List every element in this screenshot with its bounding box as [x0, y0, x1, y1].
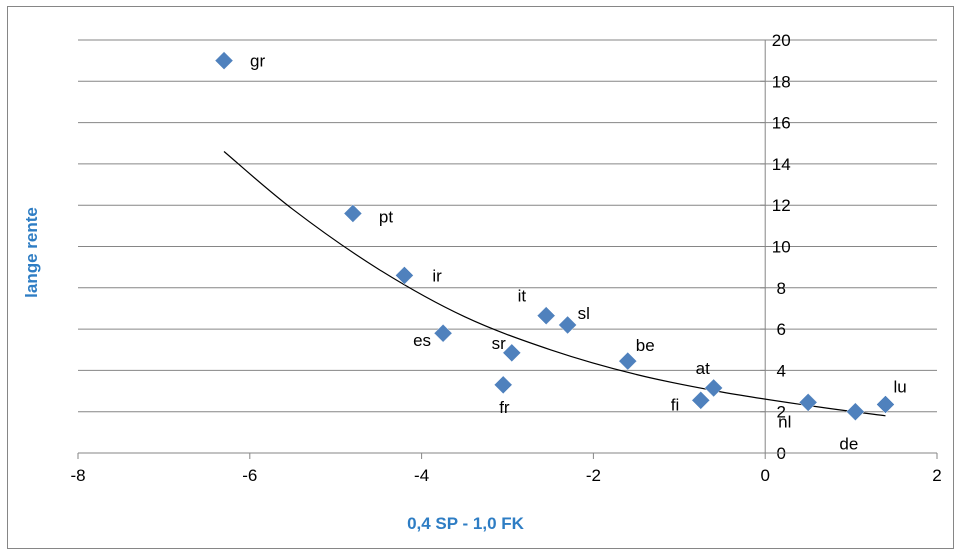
- point-label-at: at: [696, 359, 710, 378]
- data-point-sl: [558, 315, 577, 335]
- point-label-sl: sl: [578, 304, 590, 323]
- y-tick-label: 16: [772, 114, 791, 133]
- data-point-gr: [214, 51, 234, 71]
- point-label-lu: lu: [893, 377, 906, 396]
- point-label-ir: ir: [432, 266, 442, 285]
- y-axis-title: lange rente: [22, 207, 41, 298]
- data-point-ir: [395, 266, 414, 285]
- data-point-pt: [343, 204, 363, 223]
- point-label-fi: fi: [671, 395, 680, 414]
- gridlines: [78, 39, 937, 413]
- data-point-it: [536, 306, 556, 326]
- point-label-fr: fr: [499, 398, 510, 417]
- point-label-es: es: [413, 331, 431, 350]
- data-point-es: [433, 323, 453, 343]
- point-label-nl: nl: [778, 412, 791, 431]
- data-point-fi: [691, 390, 711, 410]
- trendline-layer: [223, 151, 886, 417]
- data-point-sr: [502, 343, 522, 363]
- point-label-it: it: [518, 287, 527, 306]
- chart-frame: 0 2 4 6 8 10 12 14 16 18 20 -8 -6 -4 -2 0 2 gr pt ir es it sl…: [7, 6, 954, 549]
- data-point-de: [846, 402, 865, 422]
- point-label-gr: gr: [250, 52, 265, 71]
- x-tick-label: -8: [70, 466, 85, 485]
- data-point-be: [618, 351, 638, 371]
- data-point-nl: [798, 393, 818, 412]
- y-tick-label: 8: [776, 279, 785, 298]
- x-tick-label: -2: [586, 466, 601, 485]
- x-tick-label: 0: [760, 466, 769, 485]
- y-tick-label: 20: [772, 31, 791, 50]
- y-tick-label: 4: [776, 361, 785, 380]
- data-point-at: [704, 378, 724, 398]
- y-tick-label: 14: [772, 155, 791, 174]
- x-tick-label: -4: [414, 466, 429, 485]
- trendline: [223, 151, 886, 417]
- data-point-fr: [493, 375, 513, 395]
- data-point-lu: [876, 395, 895, 414]
- point-label-de: de: [839, 435, 858, 454]
- point-label-pt: pt: [379, 207, 393, 226]
- point-label-sr: sr: [492, 334, 507, 353]
- y-tick-label: 2: [776, 403, 785, 422]
- y-tick-label: 12: [772, 196, 791, 215]
- y-tick-label: 10: [772, 238, 791, 257]
- x-tick-label: -6: [242, 466, 257, 485]
- x-axis-title: 0,4 SP - 1,0 FK: [407, 514, 525, 533]
- y-tick-label: 18: [772, 72, 791, 91]
- point-label-be: be: [636, 336, 655, 355]
- y-tick-label: 6: [776, 320, 785, 339]
- x-tick-label: 2: [932, 466, 941, 485]
